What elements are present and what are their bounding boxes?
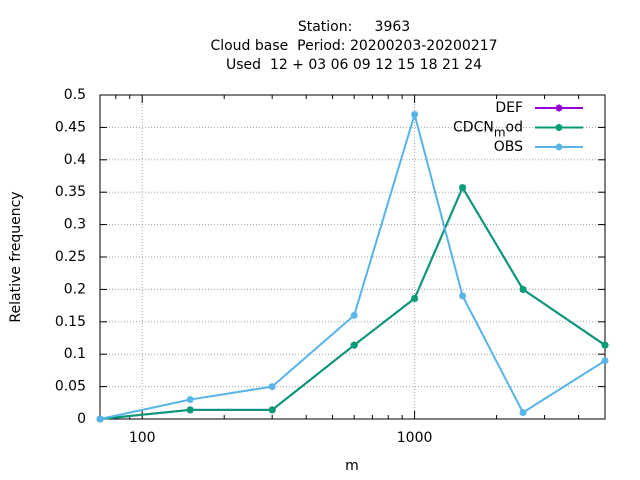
y-tick-label: 0.45 — [55, 119, 86, 135]
x-axis-label: m — [345, 458, 359, 474]
legend-marker — [555, 143, 563, 151]
point — [459, 184, 467, 192]
point — [268, 383, 276, 391]
series-line — [99, 110, 606, 420]
x-tick-label: 1000 — [397, 430, 433, 446]
point — [519, 285, 527, 293]
point — [186, 406, 194, 414]
x-tick-label: 100 — [129, 430, 156, 446]
legend-marker — [555, 104, 563, 112]
y-tick-label: 0.15 — [55, 314, 86, 330]
legend-label: OBS — [494, 139, 523, 155]
point — [350, 341, 358, 349]
chart-title: Station: 3963 — [298, 19, 410, 35]
y-tick-label: 0.35 — [55, 184, 86, 200]
legend-marker — [555, 124, 563, 131]
y-tick-label: 0.05 — [55, 379, 86, 395]
y-tick-label: 0.4 — [64, 152, 86, 168]
legend-label: DEF — [495, 100, 523, 116]
point — [411, 294, 419, 302]
point — [601, 357, 609, 365]
y-tick-label: 0 — [77, 411, 86, 427]
y-tick-label: 0.25 — [55, 249, 86, 265]
legend-label: CDCNmod — [453, 120, 523, 140]
point — [268, 406, 276, 414]
point — [459, 292, 467, 300]
y-tick-label: 0.2 — [64, 281, 86, 297]
point — [519, 409, 527, 417]
chart-title: Cloud base Period: 20200203-20200217 — [210, 38, 497, 54]
point — [350, 311, 358, 319]
point — [601, 341, 609, 349]
point — [411, 110, 419, 118]
y-tick-label: 0.1 — [64, 346, 86, 362]
plot-frame — [99, 94, 606, 420]
y-tick-label: 0.3 — [64, 217, 86, 233]
chart-title: Used 12 + 03 06 09 12 15 18 21 24 — [226, 57, 482, 73]
y-tick-label: 0.5 — [64, 87, 86, 103]
point — [186, 396, 194, 404]
point — [96, 415, 104, 423]
series-line — [99, 185, 606, 420]
y-axis-label: Relative frequency — [8, 191, 24, 322]
